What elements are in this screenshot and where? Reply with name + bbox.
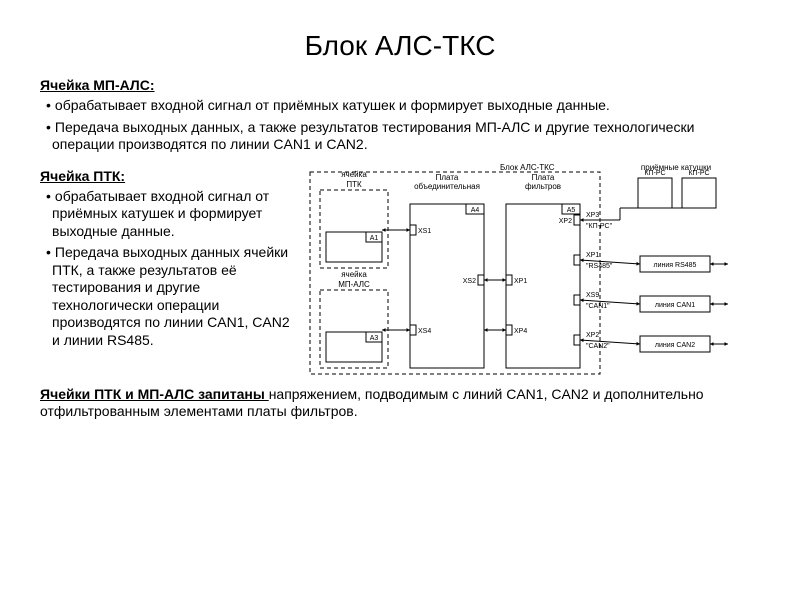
svg-text:А3: А3 <box>370 335 379 342</box>
block-diagram: Блок АЛС-ТКСячейкаПТКА1ячейкаМП-АЛСА3Пла… <box>300 160 730 380</box>
svg-text:"CAN1": "CAN1" <box>586 303 610 310</box>
svg-text:линия RS485: линия RS485 <box>654 262 697 269</box>
svg-text:А1: А1 <box>370 235 379 242</box>
svg-text:"КП-РС": "КП-РС" <box>586 223 613 230</box>
svg-text:XP1: XP1 <box>586 252 599 259</box>
svg-text:ПТК: ПТК <box>346 180 362 189</box>
bullet-text: Передача выходных данных, а также резуль… <box>40 119 760 154</box>
svg-text:XS1: XS1 <box>418 228 431 235</box>
svg-text:XS9: XS9 <box>586 292 599 299</box>
svg-text:XP2: XP2 <box>586 332 599 339</box>
svg-text:XP2: XP2 <box>559 218 572 225</box>
svg-text:линия CAN2: линия CAN2 <box>655 342 695 349</box>
footer-lead: Ячейки ПТК и МП-АЛС запитаны <box>40 386 269 402</box>
footer-text: Ячейки ПТК и МП-АЛС запитаны напряжением… <box>40 386 760 421</box>
svg-text:XP1: XP1 <box>514 278 527 285</box>
svg-text:XS4: XS4 <box>418 328 431 335</box>
svg-text:А4: А4 <box>471 207 480 214</box>
svg-text:МП-АЛС: МП-АЛС <box>338 280 370 289</box>
bullet-text: Передача выходных данных ячейки ПТК, а т… <box>40 244 290 349</box>
svg-text:XS2: XS2 <box>463 278 476 285</box>
svg-text:Плата: Плата <box>532 173 555 182</box>
svg-text:"CAN2": "CAN2" <box>586 343 610 350</box>
svg-text:ячейка: ячейка <box>341 170 367 179</box>
svg-text:КП-РС: КП-РС <box>644 170 665 177</box>
section-heading-ptk: Ячейка ПТК: <box>40 168 290 184</box>
bullet-text: обрабатывает входной сигнал от приёмных … <box>40 188 290 241</box>
svg-text:Блок АЛС-ТКС: Блок АЛС-ТКС <box>500 163 555 172</box>
svg-text:А5: А5 <box>567 207 576 214</box>
bullet-text: обрабатывает входной сигнал от приёмных … <box>40 97 760 115</box>
section-heading-mp-als: Ячейка МП-АЛС: <box>40 77 760 93</box>
svg-text:Плата: Плата <box>436 173 459 182</box>
svg-text:КП-РС: КП-РС <box>688 170 709 177</box>
svg-text:фильтров: фильтров <box>525 182 561 191</box>
svg-text:"RS485": "RS485" <box>586 263 613 270</box>
svg-text:XP3: XP3 <box>586 212 599 219</box>
svg-text:линия CAN1: линия CAN1 <box>655 302 695 309</box>
svg-text:XP4: XP4 <box>514 328 527 335</box>
svg-text:объединительная: объединительная <box>414 182 480 191</box>
svg-text:ячейка: ячейка <box>341 270 367 279</box>
page-title: Блок АЛС-ТКС <box>40 30 760 62</box>
